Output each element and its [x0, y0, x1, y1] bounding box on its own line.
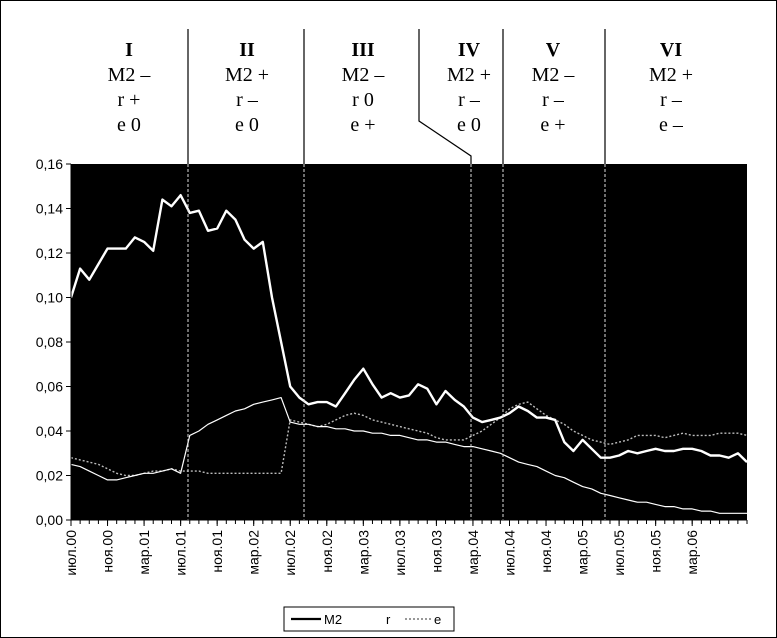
y-tick-label: 0,08	[36, 334, 63, 350]
phase-m2: M2 –	[532, 64, 576, 86]
legend-label: M2	[324, 612, 342, 627]
y-tick-label: 0,04	[36, 423, 63, 439]
y-tick-label: 0,06	[36, 379, 63, 395]
phase-r: r –	[458, 89, 481, 111]
x-tick-label: ноя.00	[100, 530, 116, 573]
x-tick-label: ноя.01	[209, 530, 225, 573]
x-tick-label: июл.03	[392, 530, 408, 576]
legend-item-e: e	[405, 612, 441, 627]
legend-label: e	[434, 612, 441, 627]
x-tick-label: июл.01	[173, 530, 189, 576]
phase-roman: I	[125, 39, 133, 61]
phase-dividers	[187, 29, 606, 520]
phase-roman: VI	[660, 39, 682, 61]
phase-m2: M2 +	[649, 64, 693, 86]
phase-header-5: V M2 – r – e +	[532, 39, 576, 136]
series-line-e	[70, 401, 748, 477]
x-tick-label: мар.06	[684, 530, 700, 575]
legend-label: r	[386, 612, 391, 627]
phase-roman: II	[239, 39, 255, 61]
phase-headers: I M2 – r + e 0 II M2 + r – e 0 III M2 – r 0 e + IV M2…	[108, 39, 693, 136]
plot-area	[71, 164, 747, 520]
x-tick-label: июл.02	[282, 530, 298, 576]
y-tick-label: 0,16	[36, 156, 63, 172]
phase-m2: M2 –	[108, 64, 152, 86]
y-tick-label: 0,00	[36, 512, 63, 528]
legend-item-m2: M2	[291, 612, 342, 627]
phase-e: e +	[350, 114, 375, 136]
phase-m2: M2 +	[225, 64, 269, 86]
y-tick-label: 0,12	[36, 245, 63, 261]
y-tick-label: 0,14	[36, 201, 63, 217]
y-tick-label: 0,10	[36, 290, 63, 306]
legend: M2 r e	[283, 606, 455, 632]
phase-e: e 0	[457, 114, 481, 136]
x-tick-label: июл.00	[63, 530, 79, 576]
x-tick-label: ноя.03	[428, 530, 444, 573]
phase-m2: M2 +	[447, 64, 491, 86]
x-tick-label: ноя.02	[319, 530, 335, 573]
phase-divider-header-3	[418, 29, 472, 164]
phase-r: r –	[236, 89, 259, 111]
x-tick-label: ноя.04	[538, 530, 554, 573]
phase-roman: IV	[458, 39, 481, 61]
x-tick-label: мар.01	[136, 530, 152, 575]
phase-e: e –	[659, 114, 684, 136]
x-tick-label: мар.02	[246, 530, 262, 575]
x-tick-label: июл.05	[611, 530, 627, 576]
phase-r: r –	[660, 89, 683, 111]
phase-header-2: II M2 + r – e 0	[225, 39, 269, 136]
phase-header-3: III M2 – r 0 e +	[342, 39, 386, 136]
phase-r: r 0	[352, 89, 374, 111]
x-tick-label: мар.05	[575, 530, 591, 575]
phase-r: r +	[118, 89, 141, 111]
axes: 0,00 0,02 0,04 0,06 0,08 0,10 0,12 0,14 0,16 июл.…	[36, 156, 748, 576]
phase-m2: M2 –	[342, 64, 386, 86]
series-line-m2	[69, 194, 748, 463]
y-tick-label: 0,02	[36, 468, 63, 484]
phase-header-4: IV M2 + r – e 0	[447, 39, 491, 136]
phase-r: r –	[542, 89, 565, 111]
x-tick-label: мар.03	[355, 530, 371, 575]
phase-header-6: VI M2 + r – e –	[649, 39, 693, 136]
series-line-r	[70, 397, 747, 514]
phase-e: e 0	[235, 114, 259, 136]
phase-roman: V	[546, 39, 561, 61]
x-tick-label: мар.04	[465, 530, 481, 575]
legend-item-r: r	[357, 612, 391, 627]
phase-e: e +	[540, 114, 565, 136]
x-tick-label: июл.04	[501, 530, 517, 576]
phase-e: e 0	[117, 114, 141, 136]
x-tick-label: ноя.05	[648, 530, 664, 573]
phase-roman: III	[351, 39, 375, 61]
series-lines	[69, 194, 748, 514]
phase-header-1: I M2 – r + e 0	[108, 39, 152, 136]
